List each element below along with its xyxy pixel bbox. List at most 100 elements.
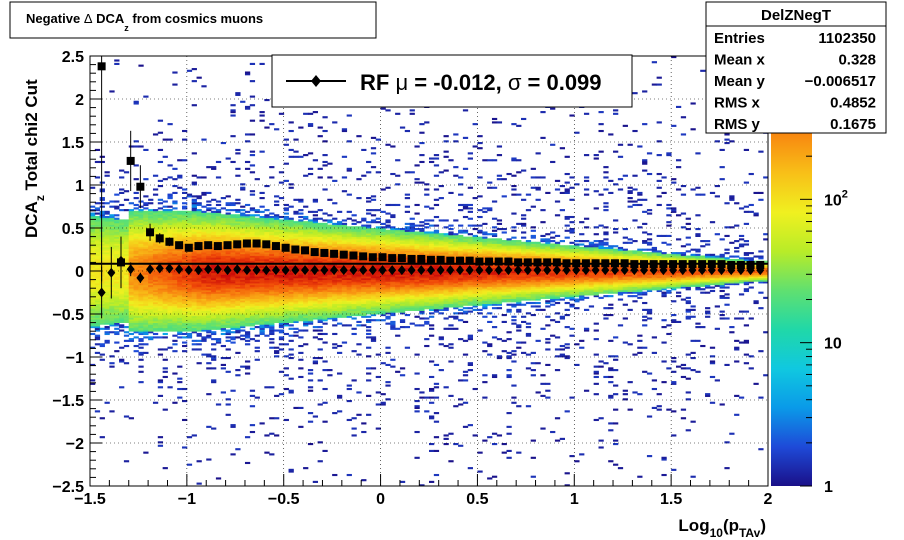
heatmap-cell bbox=[191, 296, 197, 299]
heatmap-cell bbox=[211, 271, 217, 274]
heatmap-cell bbox=[317, 279, 323, 282]
heatmap-cell bbox=[123, 298, 130, 301]
heatmap-cell bbox=[399, 250, 406, 253]
heatmap-cell bbox=[128, 307, 134, 310]
heatmap-cell bbox=[157, 281, 164, 284]
heatmap-cell bbox=[211, 246, 217, 250]
heatmap-cell bbox=[366, 246, 372, 250]
heatmap-cell bbox=[206, 315, 212, 318]
heatmap-cell bbox=[317, 240, 323, 243]
heatmap-cell bbox=[288, 226, 294, 229]
heatmap-cell bbox=[201, 233, 207, 236]
heatmap-cell bbox=[104, 265, 110, 268]
heatmap-cell bbox=[128, 303, 134, 306]
heatmap-cell bbox=[128, 209, 134, 212]
heatmap-cell bbox=[370, 336, 377, 339]
heatmap-cell bbox=[235, 293, 241, 296]
heatmap-cell bbox=[332, 274, 338, 277]
heatmap-cell bbox=[104, 234, 110, 237]
heatmap-cell bbox=[274, 291, 280, 294]
heatmap-cell bbox=[172, 320, 178, 323]
heatmap-cell bbox=[351, 264, 357, 267]
heatmap-cell bbox=[370, 338, 377, 341]
heatmap-cell bbox=[240, 238, 246, 241]
heatmap-cell bbox=[235, 174, 241, 177]
heatmap-cell bbox=[399, 296, 406, 299]
heatmap-cell bbox=[399, 264, 406, 267]
heatmap-cell bbox=[143, 300, 149, 303]
heatmap-cell bbox=[274, 319, 280, 322]
heatmap-cell bbox=[225, 195, 231, 198]
heatmap-cell bbox=[152, 238, 159, 241]
heatmap-cell bbox=[303, 229, 309, 232]
heatmap-cell bbox=[230, 424, 236, 427]
heatmap-cell bbox=[148, 312, 154, 315]
heatmap-cell bbox=[186, 298, 193, 301]
heatmap-cell bbox=[361, 305, 367, 308]
heatmap-cell bbox=[172, 281, 178, 284]
heatmap-cell bbox=[274, 258, 280, 262]
heatmap-cell bbox=[351, 289, 357, 293]
heatmap-cell bbox=[230, 245, 236, 248]
heatmap-cell bbox=[293, 291, 299, 294]
heatmap-cell bbox=[201, 176, 207, 179]
heatmap-cell bbox=[211, 241, 217, 244]
heatmap-cell bbox=[336, 308, 343, 311]
heatmap-cell bbox=[143, 289, 149, 293]
heatmap-cell bbox=[404, 279, 411, 282]
heatmap-cell bbox=[196, 322, 202, 325]
heatmap-cell bbox=[225, 157, 231, 160]
heatmap-cell bbox=[235, 202, 241, 205]
heatmap-cell bbox=[240, 257, 246, 260]
heatmap-cell bbox=[298, 406, 304, 409]
heatmap-cell bbox=[182, 336, 188, 339]
heatmap-cell bbox=[211, 260, 217, 263]
heatmap-cell bbox=[162, 269, 168, 272]
heatmap-cell bbox=[220, 142, 226, 145]
heatmap-cell bbox=[94, 301, 101, 305]
heatmap-cell bbox=[148, 202, 154, 205]
heatmap-cell bbox=[167, 301, 173, 305]
heatmap-cell bbox=[230, 222, 236, 225]
heatmap-cell bbox=[254, 264, 260, 267]
heatmap-cell bbox=[303, 233, 309, 236]
heatmap-cell bbox=[322, 228, 328, 231]
heatmap-cell bbox=[322, 188, 328, 191]
heatmap-cell bbox=[259, 327, 265, 330]
heatmap-cell bbox=[375, 217, 381, 220]
heatmap-cell bbox=[152, 228, 159, 231]
heatmap-cell bbox=[196, 233, 202, 236]
heatmap-cell bbox=[288, 252, 294, 255]
heatmap-cell bbox=[380, 276, 386, 279]
heatmap-cell bbox=[278, 319, 285, 322]
heatmap-cell bbox=[298, 255, 304, 258]
heatmap-cell bbox=[259, 269, 265, 272]
heatmap-cell bbox=[332, 276, 338, 279]
heatmap-cell bbox=[104, 284, 110, 287]
heatmap-cell bbox=[143, 224, 149, 227]
heatmap-cell bbox=[366, 379, 372, 382]
heatmap-cell bbox=[123, 222, 130, 225]
heatmap-cell bbox=[167, 312, 173, 315]
heatmap-cell bbox=[307, 167, 314, 170]
heatmap-cell bbox=[128, 240, 134, 243]
heatmap-cell bbox=[167, 317, 173, 320]
heatmap-cell bbox=[356, 286, 362, 289]
heatmap-cell bbox=[240, 288, 246, 291]
heatmap-cell bbox=[259, 286, 265, 289]
heatmap-cell bbox=[230, 160, 236, 164]
heatmap-cell bbox=[385, 269, 391, 272]
heatmap-cell bbox=[404, 240, 411, 243]
heatmap-cell bbox=[375, 271, 381, 274]
heatmap-cell bbox=[244, 226, 251, 229]
heatmap-cell bbox=[215, 212, 222, 215]
heatmap-cell bbox=[274, 200, 280, 203]
heatmap-cell bbox=[322, 301, 328, 305]
heatmap-cell bbox=[264, 322, 270, 325]
heatmap-cell bbox=[351, 314, 357, 317]
heatmap-cell bbox=[341, 288, 348, 291]
heatmap-cell bbox=[119, 267, 125, 270]
heatmap-cell bbox=[90, 310, 96, 313]
heatmap-cell bbox=[123, 190, 130, 193]
heatmap-cell bbox=[259, 320, 265, 323]
